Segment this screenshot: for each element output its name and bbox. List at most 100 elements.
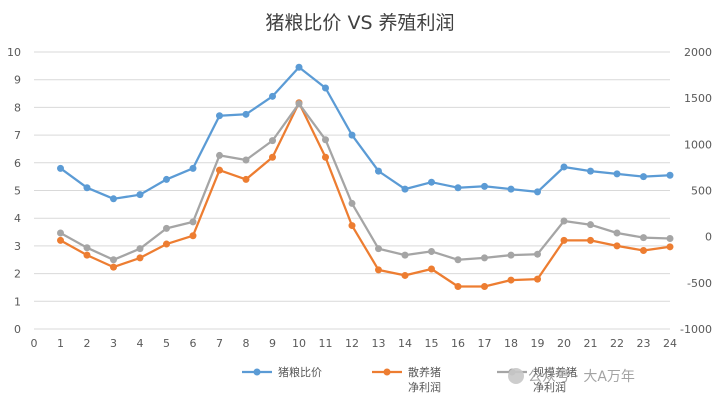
left-y-tick-label: 4 bbox=[14, 212, 21, 225]
data-point bbox=[348, 222, 356, 230]
data-point bbox=[666, 235, 674, 243]
watermark: 公众号 · 大A万年 bbox=[508, 366, 635, 386]
data-point bbox=[640, 247, 647, 255]
data-point bbox=[110, 263, 117, 271]
right-y-tick-label: 0 bbox=[705, 231, 712, 244]
data-point bbox=[83, 251, 91, 259]
right-y-tick-label: -1000 bbox=[680, 323, 712, 336]
x-tick-label: 24 bbox=[663, 337, 677, 350]
data-point bbox=[163, 224, 170, 232]
grid bbox=[34, 51, 670, 330]
x-tick-label: 17 bbox=[478, 337, 492, 350]
series-line bbox=[59, 101, 671, 288]
legend-swatch-marker bbox=[383, 368, 391, 376]
x-tick-label: 23 bbox=[637, 337, 651, 350]
legend-label-line: 散养猪 bbox=[408, 365, 441, 379]
series-1 bbox=[57, 63, 674, 203]
x-tick-label: 9 bbox=[269, 337, 276, 350]
x-tick-label: 16 bbox=[451, 337, 465, 350]
data-point bbox=[560, 217, 568, 225]
data-point bbox=[401, 271, 409, 279]
account-icon bbox=[508, 368, 524, 384]
data-point bbox=[507, 251, 515, 259]
right-y-axis: -1000 -500 0 500 1000 1500 2000 bbox=[680, 46, 712, 336]
data-point bbox=[534, 250, 541, 258]
data-point bbox=[560, 236, 568, 244]
data-point bbox=[375, 266, 382, 274]
data-point bbox=[295, 100, 303, 108]
x-axis: 0 1 2 3 4 5 6 7 8 9 10 11 12 13 14 15 16 17 18 19 20 21 22 23 24 bbox=[31, 337, 678, 350]
x-tick-label: 2 bbox=[84, 337, 91, 350]
data-point bbox=[242, 110, 250, 118]
left-y-tick-label: 3 bbox=[14, 240, 21, 253]
data-point bbox=[613, 229, 621, 237]
left-y-tick-label: 8 bbox=[14, 101, 21, 114]
data-point bbox=[322, 136, 329, 144]
data-point bbox=[560, 163, 568, 171]
data-point bbox=[269, 153, 276, 161]
data-point bbox=[640, 234, 647, 242]
series-3 bbox=[57, 100, 674, 264]
left-y-tick-label: 5 bbox=[14, 185, 21, 198]
data-point bbox=[110, 256, 117, 264]
data-point bbox=[507, 276, 515, 284]
data-point bbox=[534, 188, 541, 196]
data-point bbox=[587, 221, 594, 229]
data-point bbox=[613, 170, 621, 178]
data-point bbox=[242, 175, 250, 183]
x-tick-label: 4 bbox=[137, 337, 144, 350]
left-y-tick-label: 9 bbox=[14, 74, 21, 87]
data-point bbox=[83, 244, 91, 252]
data-point bbox=[375, 167, 382, 175]
data-point bbox=[640, 173, 647, 181]
series-lines bbox=[57, 63, 674, 291]
x-tick-label: 12 bbox=[345, 337, 359, 350]
legend-label-line: 净利润 bbox=[533, 380, 566, 394]
x-tick-label: 22 bbox=[610, 337, 624, 350]
right-y-tick-label: 500 bbox=[691, 185, 712, 198]
data-point bbox=[666, 243, 674, 251]
data-point bbox=[534, 275, 541, 283]
data-point bbox=[136, 191, 144, 199]
legend-label: 散养猪净利润 bbox=[408, 365, 441, 394]
left-y-tick-label: 7 bbox=[14, 129, 21, 142]
data-point bbox=[57, 229, 64, 237]
data-point bbox=[481, 283, 488, 291]
left-y-tick-label: 1 bbox=[14, 295, 21, 308]
data-point bbox=[348, 199, 356, 207]
data-point bbox=[189, 232, 197, 240]
legend-label-line: 猪粮比价 bbox=[278, 365, 322, 379]
data-point bbox=[454, 256, 462, 264]
x-tick-label: 21 bbox=[584, 337, 598, 350]
legend-label-line: 净利润 bbox=[408, 380, 441, 394]
legend-label: 猪粮比价 bbox=[278, 365, 322, 379]
x-tick-label: 14 bbox=[398, 337, 412, 350]
data-point bbox=[587, 167, 594, 175]
data-point bbox=[57, 236, 64, 244]
data-point bbox=[348, 131, 356, 139]
x-tick-label: 5 bbox=[163, 337, 170, 350]
right-y-tick-label: 1000 bbox=[684, 138, 712, 151]
data-point bbox=[189, 164, 197, 172]
data-point bbox=[83, 184, 91, 192]
x-tick-label: 15 bbox=[425, 337, 439, 350]
x-tick-label: 1 bbox=[57, 337, 64, 350]
data-point bbox=[613, 242, 621, 250]
legend-item: 猪粮比价 bbox=[242, 365, 322, 379]
x-tick-label: 3 bbox=[110, 337, 117, 350]
legend-label-line: 规模养猪 bbox=[533, 365, 577, 379]
data-point bbox=[481, 182, 488, 190]
right-y-tick-label: 2000 bbox=[684, 46, 712, 59]
data-point bbox=[136, 254, 144, 262]
x-tick-label: 18 bbox=[504, 337, 518, 350]
data-point bbox=[454, 184, 462, 192]
data-point bbox=[322, 84, 329, 92]
right-y-tick-label: -500 bbox=[687, 277, 712, 290]
left-y-tick-label: 0 bbox=[14, 323, 21, 336]
data-point bbox=[375, 245, 382, 253]
legend-item: 散养猪净利润 bbox=[372, 365, 441, 394]
data-point bbox=[587, 236, 594, 244]
x-tick-label: 6 bbox=[190, 337, 197, 350]
data-point bbox=[189, 218, 197, 226]
